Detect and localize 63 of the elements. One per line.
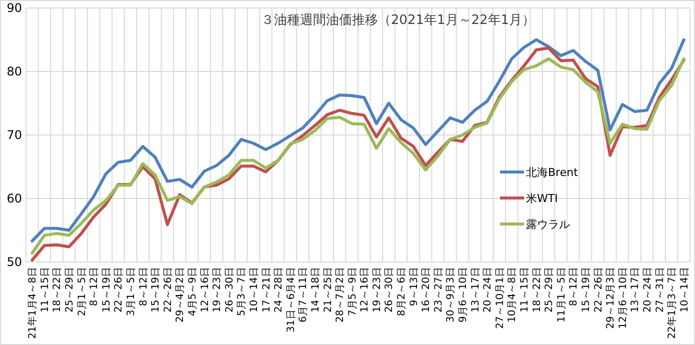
x-tick-label: 16～20日 (421, 267, 432, 312)
x-tick-label: 13～17日 (470, 267, 482, 312)
x-tick-label: 29～12月3日 (606, 267, 617, 329)
x-tick-label: 8～12日 (568, 267, 580, 306)
x-tick-label: 22年1月3～7日 (666, 267, 678, 339)
x-tick-label: 8～12日 (89, 267, 100, 306)
x-tick-label: 6月7～11日 (298, 267, 310, 322)
x-tick-label: 27～10月1日 (494, 267, 506, 329)
x-tick-label: 3月1～5日 (126, 267, 138, 316)
x-tick-label: 15～19日 (580, 267, 592, 312)
y-tick-label: 50 (6, 255, 22, 269)
x-tick-label: 24～28日 (274, 267, 285, 312)
x-tick-label: 21～25日 (322, 267, 334, 312)
x-tick-label: 7月5～9日 (347, 267, 358, 316)
x-tick-label: 25～29日 (64, 267, 76, 312)
x-tick-label: 19～23日 (372, 267, 383, 312)
x-tick-label: 29～4月2日 (175, 267, 186, 322)
x-tick-label: 12～16日 (200, 267, 211, 312)
y-tick-label: 70 (6, 128, 22, 142)
x-tick-label: 31日～6月4日 (286, 267, 297, 332)
x-tick-label: 13～17日 (630, 267, 642, 312)
x-tick-label: 22～26日 (593, 267, 604, 312)
x-tick-label: 26～30日 (384, 267, 396, 312)
chart-title: ３油種週間油価推移（2021年1月～22年1月） (260, 13, 536, 28)
x-tick-label: 26～30日 (224, 267, 236, 312)
y-tick-label: 60 (6, 192, 22, 206)
x-tick-label: 2月1～5日 (76, 267, 88, 316)
x-tick-label: 19～23日 (212, 267, 224, 312)
x-tick-label: 8～12日 (138, 267, 150, 306)
x-tick-label: 10月4～8日 (507, 267, 518, 322)
x-tick-label: 9～13日 (408, 267, 420, 306)
x-tick-label: 27～31日 (654, 267, 666, 312)
x-tick-label: 15～19日 (101, 267, 112, 312)
x-tick-label: 25～29日 (544, 267, 556, 312)
x-tick-label: 22～26日 (162, 267, 174, 312)
x-tick-label: 12～16日 (360, 267, 371, 312)
legend-label: 米WTI (526, 192, 558, 205)
y-tick-label: 80 (6, 64, 22, 78)
x-tick-label: 15～19日 (150, 267, 162, 312)
x-tick-label: 22～26日 (114, 267, 125, 312)
x-tick-label: 9月6～10日 (458, 267, 470, 322)
x-tick-label: 20～24日 (642, 267, 654, 312)
x-tick-label: 10～14日 (679, 267, 690, 312)
x-tick-label: 4月5～9日 (188, 267, 198, 316)
x-tick-label: 8月2～6日 (396, 267, 408, 316)
x-tick-label: 28～7月2日 (335, 267, 346, 322)
x-tick-label: 30～9月3日 (446, 267, 457, 322)
x-tick-label: 11～15日 (40, 267, 51, 312)
x-tick-label: 11～15日 (520, 267, 530, 312)
x-tick-label: 23～27日 (433, 267, 444, 312)
x-tick-label: 5月3～7日 (236, 267, 248, 316)
x-tick-label: 12月6～10日 (618, 267, 629, 329)
legend-label: 北海Brent (526, 166, 579, 179)
x-tick-label: 14～18日 (310, 267, 322, 312)
x-tick-label: 10～14日 (248, 267, 260, 312)
x-tick-label: 17～21日 (261, 267, 272, 312)
x-tick-label: 18～22日 (52, 267, 64, 312)
x-tick-label: 21年1月4～8日 (26, 267, 39, 339)
x-tick-label: 11月1～5日 (556, 267, 568, 322)
x-tick-label: 18～22日 (532, 267, 543, 312)
legend-label: 露ウラル (526, 218, 570, 231)
x-tick-label: 20～24日 (482, 267, 494, 312)
y-tick-label: 90 (6, 1, 22, 15)
